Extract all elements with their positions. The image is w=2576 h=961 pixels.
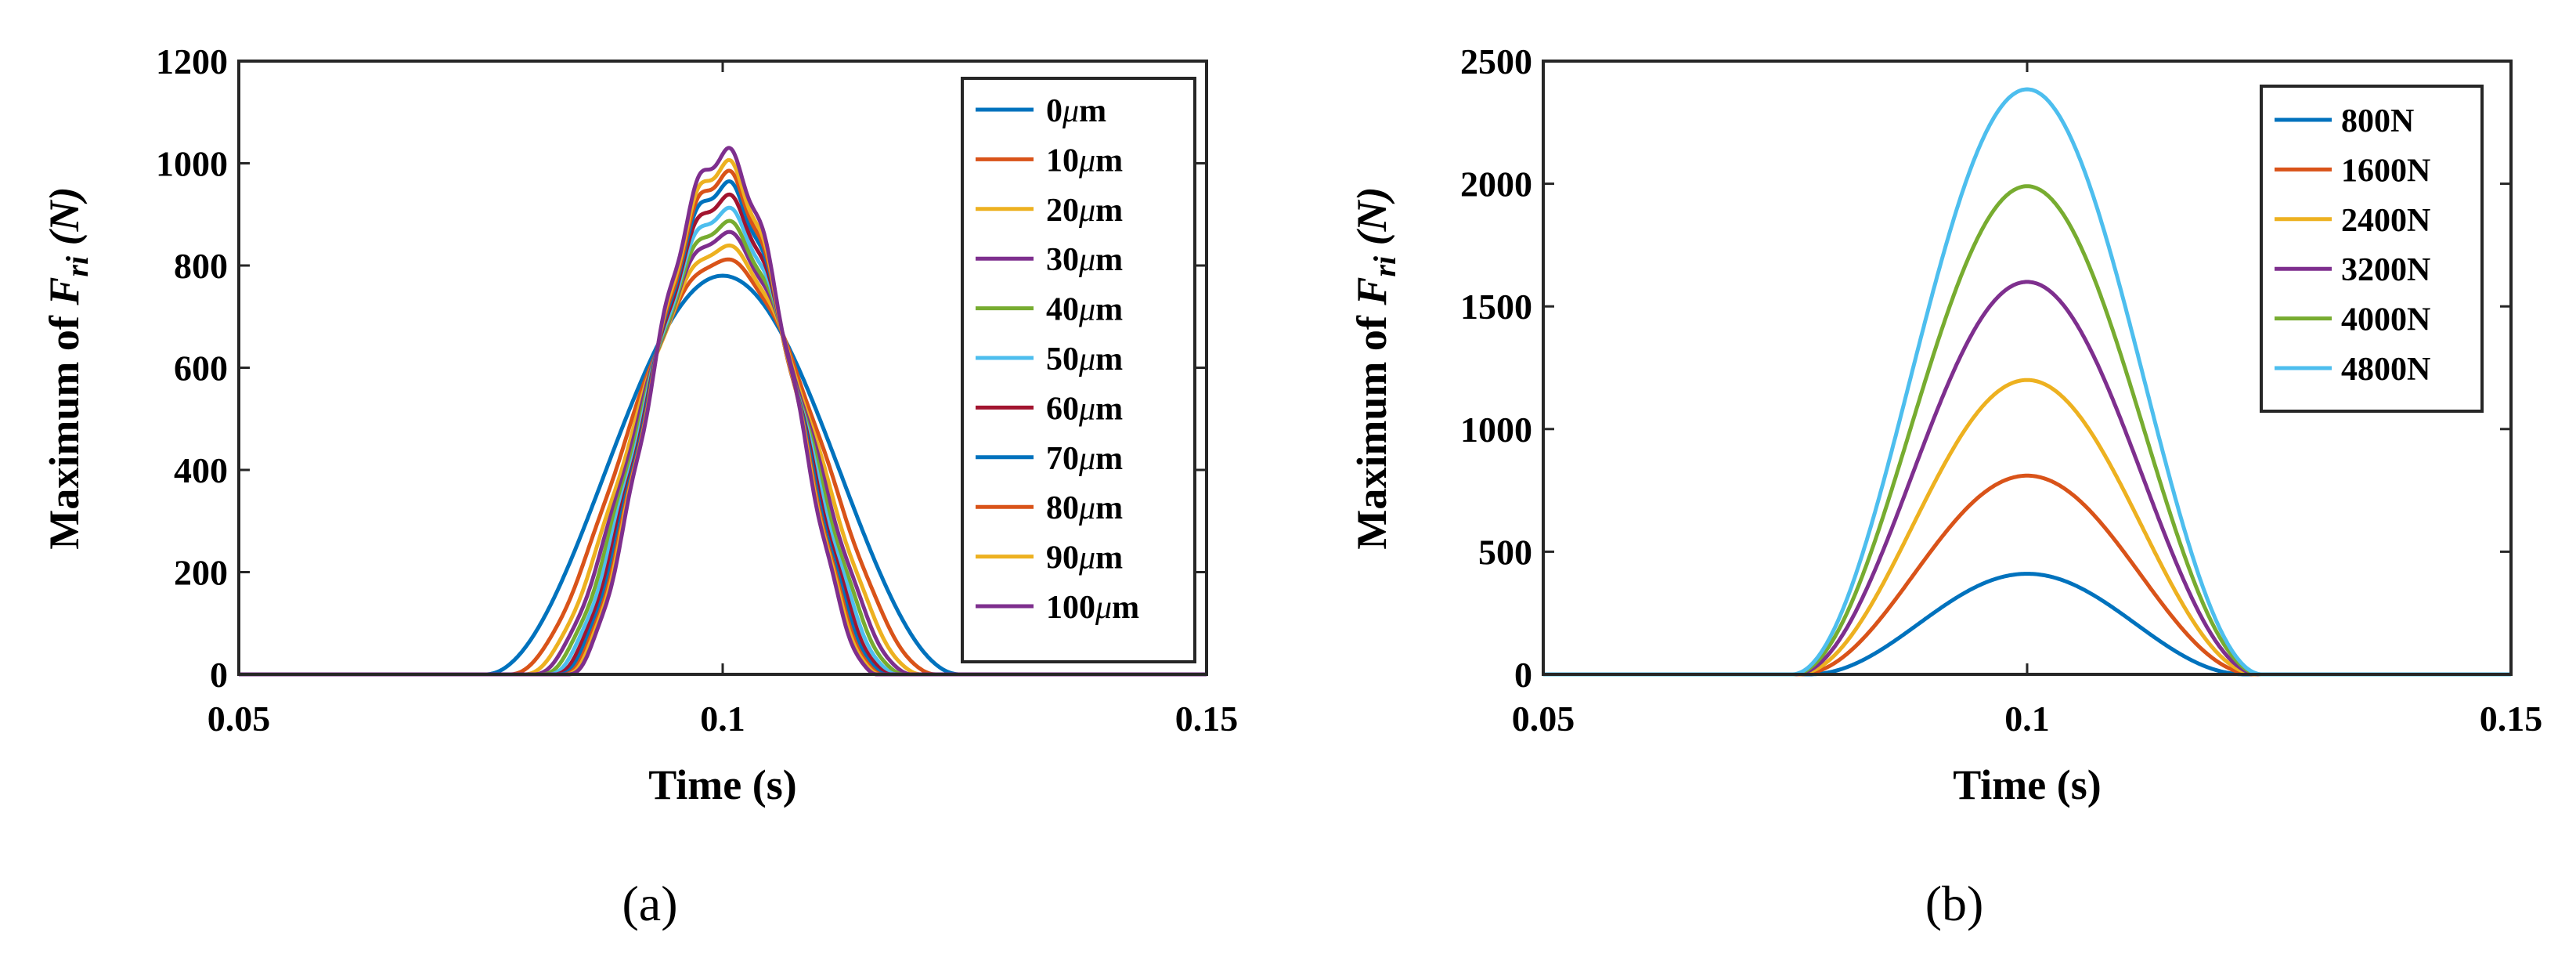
legend-label: 90μm (1046, 540, 1123, 576)
panel-b-xtick-labels: 0.05 0.1 0.15 (1512, 699, 2543, 739)
ytick-label: 2000 (1460, 164, 1532, 204)
ytick-label: 600 (174, 349, 228, 388)
panel-a-legend-box (961, 77, 1196, 663)
panel-a-xlabel: Time (s) (648, 761, 796, 808)
xtick-label: 0.1 (2004, 699, 2050, 739)
ytick-label: 400 (174, 450, 228, 490)
panel-b-ylabel: Maximum of Fri (N) (1348, 186, 1402, 549)
panel-b-legend-box (2260, 85, 2484, 413)
panel-a-axes-box (237, 60, 1208, 676)
panel-a-ylabel: Maximum of Fri (N) (41, 186, 95, 549)
legend-label: 4800N (2341, 352, 2430, 388)
legend-label: 2400N (2341, 203, 2430, 239)
panel-a-caption: (a) (622, 876, 677, 931)
legend-label: 3200N (2341, 252, 2430, 288)
legend-label: 30μm (1046, 242, 1123, 278)
ytick-label: 0 (210, 655, 228, 695)
legend-label: 40μm (1046, 292, 1123, 328)
ytick-label: 2500 (1460, 42, 1532, 81)
legend-label: 70μm (1046, 441, 1123, 477)
legend-label: 50μm (1046, 341, 1123, 378)
ytick-label: 1000 (156, 144, 228, 184)
ytick-label: 800 (174, 246, 228, 286)
xtick-label: 0.1 (700, 699, 745, 739)
legend-label: 80μm (1046, 490, 1123, 526)
legend-label: 1600N (2341, 153, 2430, 189)
panel-b-legend: 800N 1600N 2400N 3200N 4000N 4800N (2260, 85, 2484, 413)
legend-label: 10μm (1046, 143, 1123, 179)
legend-label: 60μm (1046, 391, 1123, 427)
panel-a-legend: 0μm 10μm 20μm 30μm 40μm 50μm 60μm 70μm 80μm 90μm 1… (961, 77, 1196, 663)
legend-label: 100μm (1046, 590, 1139, 626)
panel-b: 0 500 1000 1500 2000 2500 0.05 0.1 0.15 Time (s… (1348, 42, 2542, 931)
legend-label: 20μm (1046, 193, 1123, 229)
ytick-label: 200 (174, 553, 228, 593)
legend-label: 800N (2341, 103, 2414, 139)
xtick-label: 0.05 (207, 699, 271, 739)
ytick-label: 500 (1478, 532, 1532, 572)
panel-b-axes-box (1542, 60, 2513, 676)
xtick-label: 0.05 (1512, 699, 1575, 739)
panel-b-caption: (b) (1925, 876, 1984, 931)
ytick-label: 0 (1514, 655, 1532, 695)
legend-label: 0μm (1046, 93, 1106, 129)
ytick-label: 1000 (1460, 410, 1532, 450)
xtick-label: 0.15 (2480, 699, 2543, 739)
ytick-label: 1200 (156, 42, 228, 81)
panel-b-xlabel: Time (s) (1953, 761, 2101, 808)
panel-a-ytick-labels: 0 200 400 600 800 1000 1200 (156, 42, 228, 695)
panel-a: 0 200 400 600 800 1000 1200 0.05 0.1 0.15 Time (… (41, 42, 1238, 931)
ytick-label: 1500 (1460, 287, 1532, 327)
panel-b-ytick-labels: 0 500 1000 1500 2000 2500 (1460, 42, 1532, 695)
xtick-label: 0.15 (1175, 699, 1239, 739)
panel-a-xtick-labels: 0.05 0.1 0.15 (207, 699, 1239, 739)
legend-label: 4000N (2341, 302, 2430, 338)
